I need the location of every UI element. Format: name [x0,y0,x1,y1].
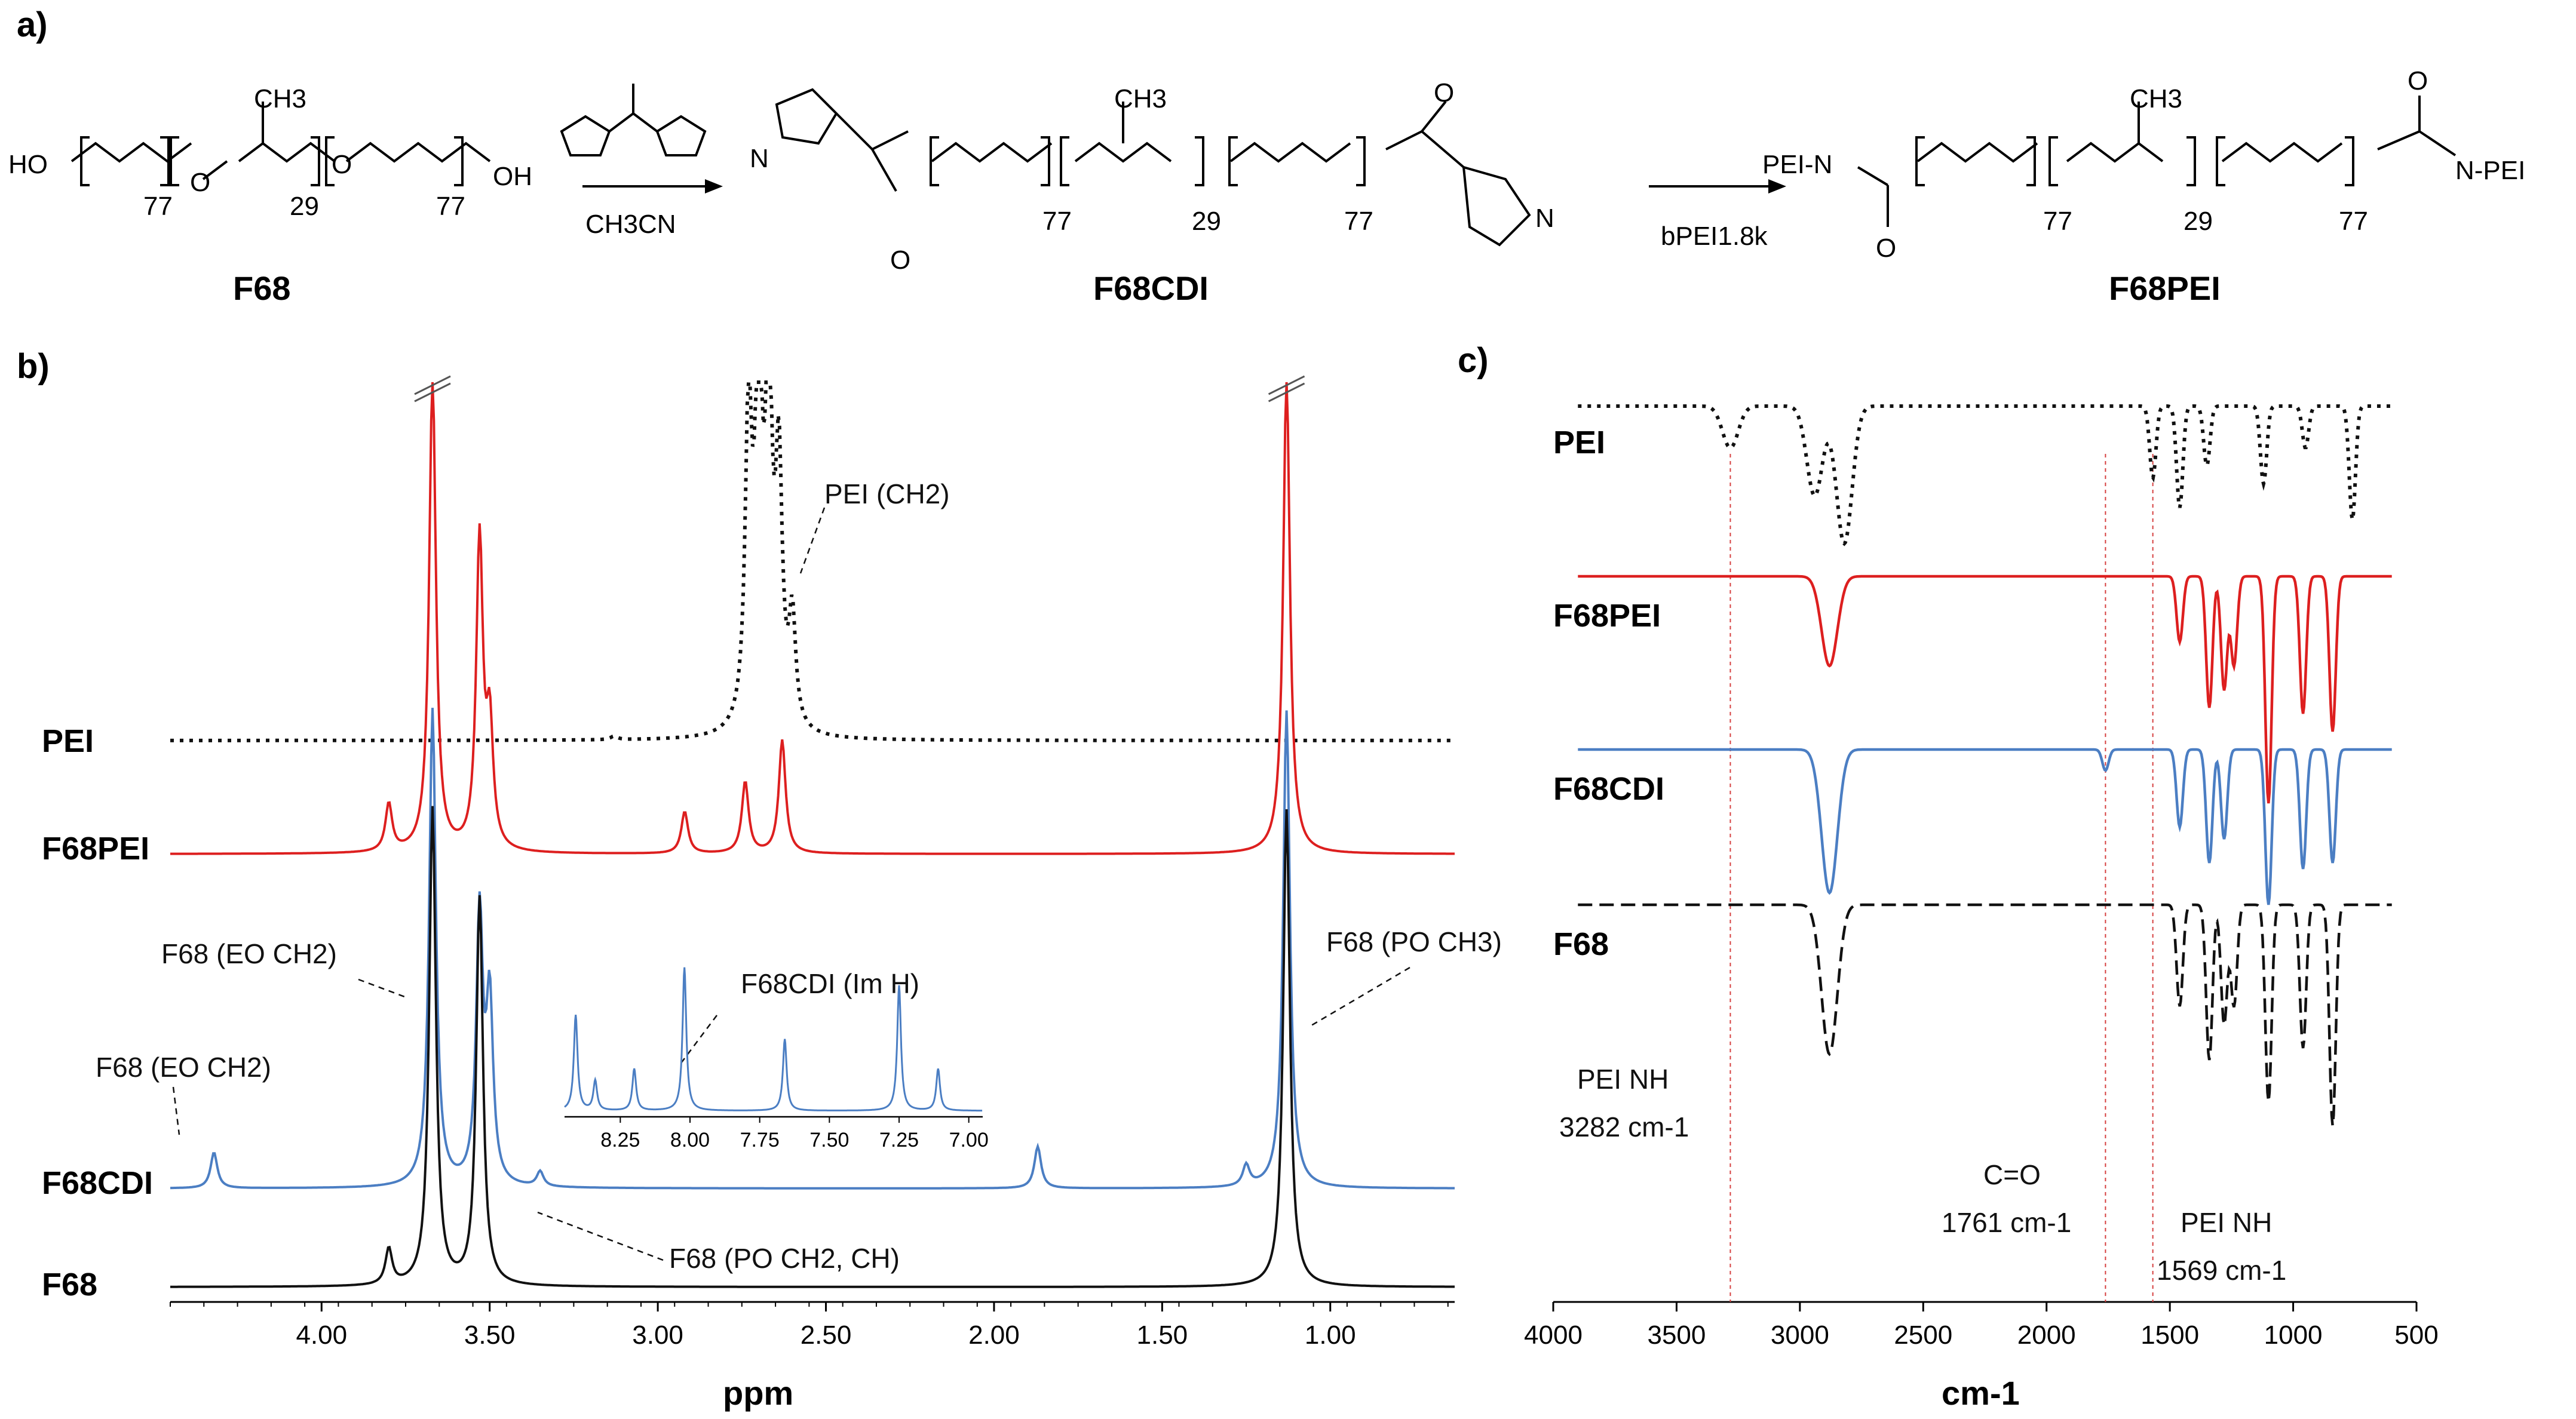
inset-tick-label: 7.50 [809,1129,849,1151]
nmr-xlabel: ppm [723,1374,794,1412]
ir-tick-label: 1500 [2140,1320,2199,1350]
annotation-f68-eo-ch2-2: F68 (EO CH2) [96,1052,271,1083]
annotation-pei-nh-3282-name: PEI NH [1577,1064,1669,1095]
nmr-break-mark-0 [414,375,451,395]
ir-label-f68: F68 [1553,926,1609,962]
nmr-trace-f68cdi [170,708,1455,1190]
ir-trace-pei [1578,404,2392,546]
inset-tick-label: 7.75 [740,1129,780,1151]
repeat-eo-label: 77 [2339,207,2368,236]
o-atom: O [190,168,210,197]
o-atom: O [332,150,352,179]
nmr-tick-label: 3.50 [464,1320,516,1350]
annotation-pei-nh-1569-name: PEI NH [2181,1207,2273,1238]
o-atom: O [1876,234,1896,263]
nmr-label-f68pei: F68PEI [42,831,150,867]
ch3-group: CH3 [1114,84,1167,113]
ir-tick-label: 500 [2394,1320,2438,1350]
compound-f68cdi: F68CDI [1093,269,1209,307]
annotation-f68-po-ch2-ch: F68 (PO CH2, CH) [669,1243,900,1274]
repeat-eo-label: 77 [1344,207,1373,236]
ir-trace-f68cdi [1578,748,2392,905]
ir-tick-label: 2000 [2017,1320,2076,1350]
ir-label-f68cdi: F68CDI [1553,771,1665,807]
inset-tick-label: 7.00 [949,1129,989,1151]
annotation-co-name: C=O [1983,1159,2041,1190]
ch3-group: CH3 [254,84,306,113]
oh-group: OH [493,162,532,191]
nmr-break-mark-1 [1268,382,1305,403]
panel-label-c: c) [1458,341,1489,380]
nmr-tick-label: 3.00 [632,1320,683,1350]
ir-tick-label: 3000 [1771,1320,1829,1350]
inset-tick-label: 8.25 [600,1129,640,1151]
inset-tick-label: 8.00 [670,1129,710,1151]
nmr-tick-label: 1.00 [1305,1320,1356,1350]
o-atom: O [890,245,910,275]
pei-n-group: PEI-N [1762,150,1832,179]
nmr-label-pei: PEI [42,723,94,759]
repeat-eo-label: 77 [2043,207,2072,236]
ir-label-f68pei: F68PEI [1553,598,1661,634]
nmr-leader-line-1 [358,978,407,999]
compound-f68: F68 [233,269,291,307]
annotation-pei-nh-1569-value: 1569 cm-1 [2157,1255,2287,1286]
annotation-pei-nh-3282-value: 3282 cm-1 [1559,1111,1689,1142]
n-atom: N [1535,204,1554,233]
annotation-co-value: 1761 cm-1 [1942,1207,2072,1238]
nmr-tick-label: 2.50 [801,1320,852,1350]
ch3-group: CH3 [2130,84,2182,113]
repeat-eo-label: 77 [143,192,173,221]
nmr-tick-label: 4.00 [296,1320,347,1350]
ir-tick-label: 2500 [1894,1320,1952,1350]
o-atom: O [1434,78,1454,108]
reagent1-label: CH3CN [585,210,676,239]
reaction-scheme: HO O CH3 O OH 77 29 77 CH3CN N O 77 29 7… [8,66,2525,275]
nmr-tick-label: 2.00 [968,1320,1020,1350]
n-pei-group: N-PEI [2455,156,2525,185]
panel-label-b: b) [17,347,50,386]
repeat-po-label: 29 [290,192,319,221]
compound-f68pei: F68PEI [2109,269,2221,307]
nmr-leader-line-0 [799,507,826,574]
n-atom: N [750,144,769,173]
annotation-f68cdi-im-h: F68CDI (Im H) [741,968,919,999]
repeat-eo-label: 77 [436,192,465,221]
ir-label-pei: PEI [1553,425,1606,460]
ir-tick-label: 1000 [2264,1320,2323,1350]
nmr-leader-line-4 [1308,966,1410,1028]
repeat-po-label: 29 [2184,207,2213,236]
nmr-label-f68: F68 [42,1267,98,1303]
inset-trace-f68cdi [564,967,983,1112]
repeat-eo-label: 77 [1042,207,1072,236]
ir-trace-f68pei [1578,575,2392,804]
annotation-f68-eo-ch2-1: F68 (EO CH2) [161,938,337,969]
annotation-pei-ch2: PEI (CH2) [824,478,950,509]
annotation-f68-po-ch3: F68 (PO CH3) [1326,926,1502,957]
nmr-break-mark-0 [414,382,451,403]
nmr-label-f68cdi: F68CDI [42,1165,154,1201]
repeat-po-label: 29 [1192,207,1221,236]
nmr-leader-line-2 [172,1086,180,1135]
ho-group: HO [8,150,48,179]
nmr-leader-line-5 [537,1211,664,1261]
o-atom: O [2408,66,2428,96]
ir-trace-f68 [1578,903,2392,1126]
ir-xlabel: cm-1 [1942,1374,2020,1412]
inset-tick-label: 7.25 [879,1129,919,1151]
nmr-trace-f68 [170,806,1455,1288]
ir-tick-label: 3500 [1647,1320,1706,1350]
ir-tick-label: 4000 [1524,1320,1583,1350]
nmr-tick-label: 1.50 [1137,1320,1188,1350]
nmr-trace-f68pei [170,382,1455,855]
reagent2-label: bPEI1.8k [1661,222,1768,251]
panel-label-a: a) [17,5,48,44]
nmr-break-mark-1 [1268,375,1305,395]
